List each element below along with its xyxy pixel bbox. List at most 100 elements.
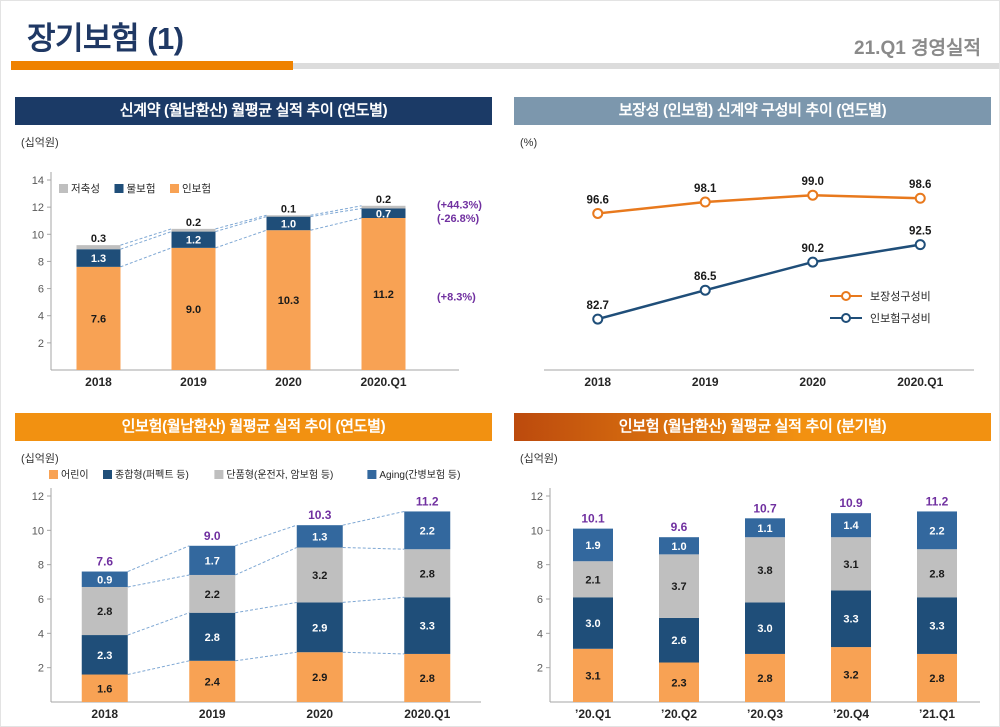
x-axis-label: 2019	[199, 707, 226, 721]
composition-line-chart: 96.6 98.1 99.0 98.6 82.7 86.5 90.2 92.5 2018 2019…	[544, 176, 974, 389]
chart-label: 2	[38, 338, 44, 350]
legend-label: 어린이	[61, 469, 89, 481]
bar-segment	[76, 249, 121, 267]
bar-segment	[189, 612, 236, 661]
chart-line	[215, 216, 267, 233]
legend-label: 저축성	[71, 183, 100, 195]
segment-value-label: 2.2	[205, 589, 220, 601]
chart-line	[342, 547, 405, 550]
legend-label: 인보험	[182, 183, 211, 195]
bar-segment	[189, 574, 236, 613]
bar-segment	[404, 597, 451, 654]
total-value-label: 7.6	[96, 555, 113, 569]
growth-annotation: (+44.3%)	[437, 199, 482, 211]
chart-line	[120, 228, 172, 246]
chart-label: 2	[537, 663, 543, 675]
segment-value-label: 0.7	[376, 208, 391, 220]
x-axis-label: 2020	[799, 375, 826, 389]
chart-title: 인보험 (월납환산) 월평균 실적 추이 (분기별)	[514, 413, 991, 441]
segment-value-label: 2.8	[757, 673, 772, 685]
x-axis-label: ’21.Q1	[919, 707, 955, 721]
bar-segment	[745, 602, 785, 654]
segment-value-label: 2.8	[420, 568, 435, 580]
chart-label: 12	[32, 202, 44, 214]
total-value-label: 10.3	[308, 508, 332, 522]
chart-label: 6	[38, 284, 44, 296]
segment-value-label: 2.8	[97, 606, 112, 618]
total-value-label: 10.9	[839, 496, 863, 510]
chart-label: 6	[537, 594, 543, 606]
chart-label: 12	[32, 491, 44, 503]
bar-segment	[659, 537, 699, 555]
x-axis-label: 2020.Q1	[404, 707, 450, 721]
x-axis-label: 2020.Q1	[360, 375, 406, 389]
chart-label: 4	[537, 628, 543, 640]
bar-segment	[361, 208, 406, 218]
bar-segment	[659, 617, 699, 663]
bar-segment	[266, 216, 311, 231]
bar-segment	[404, 549, 451, 598]
point-value-label: 96.6	[587, 194, 609, 206]
x-axis-label: 2020	[275, 375, 302, 389]
bar-segment	[745, 518, 785, 538]
segment-value-label: 0.2	[186, 217, 201, 229]
panel-composition-trend: 보장성 (인보험) 신계약 구성비 추이 (연도별) (%) 96.6 98.1 9…	[514, 97, 991, 390]
segment-value-label: 3.2	[312, 570, 327, 582]
bar-segment	[917, 597, 957, 654]
chart-label: 8	[38, 560, 44, 572]
legend-label: 보장성구성비	[870, 290, 931, 303]
x-axis-label: ’20.Q2	[661, 707, 697, 721]
bar-segment	[81, 586, 128, 636]
segment-value-label: 1.6	[97, 683, 112, 695]
bar-segment	[266, 230, 311, 370]
segment-value-label: 0.3	[91, 233, 106, 245]
bar-segment	[573, 597, 613, 649]
chart-line	[342, 596, 405, 603]
chart-line	[342, 510, 405, 526]
bar-segment	[361, 218, 406, 370]
chart-line	[235, 547, 297, 576]
point-value-label: 98.6	[909, 179, 931, 191]
divider-orange-segment	[11, 61, 293, 70]
segment-value-label: 2.8	[420, 673, 435, 685]
segment-value-label: 3.1	[843, 559, 858, 571]
segment-value-label: 1.3	[91, 253, 106, 265]
x-axis-label: ’20.Q1	[575, 707, 611, 721]
point-value-label: 90.2	[802, 243, 824, 255]
chart-title: 인보험(월납환산) 월평균 실적 추이 (연도별)	[15, 413, 492, 441]
total-value-label: 10.7	[753, 501, 777, 515]
data-point	[699, 284, 711, 296]
chart-line	[120, 247, 172, 268]
chart-line	[235, 651, 297, 662]
bar-segment	[296, 547, 343, 603]
segment-value-label: 7.6	[91, 313, 106, 325]
legend-label: Aging(간병보험 등)	[379, 469, 460, 481]
new-contracts-stacked-bar-chart: 2 4 6 8 10 12 14 7.6 9.0 10.3 11.2 1.3 1.2 1.0 0.7 0.3 0…	[32, 172, 482, 389]
segment-value-label: 3.2	[843, 670, 858, 682]
data-point	[592, 207, 604, 219]
bar-segment	[745, 653, 785, 702]
page-title: 장기보험 (1)	[27, 21, 184, 56]
chart-title: 신계약 (월납환산) 월평균 실적 추이 (연도별)	[15, 97, 492, 125]
data-point	[914, 192, 926, 204]
chart-line	[342, 651, 405, 655]
total-value-label: 9.0	[204, 529, 221, 543]
chart-label: 2	[38, 663, 44, 675]
segment-value-label: 1.2	[186, 235, 201, 247]
data-point	[699, 196, 711, 208]
bar-segment	[296, 525, 343, 548]
segment-value-label: 1.7	[205, 555, 220, 567]
legend-swatch	[103, 470, 112, 479]
point-value-label: 99.0	[802, 176, 824, 188]
bar-segment	[573, 648, 613, 702]
bar-segment	[573, 528, 613, 562]
legend-swatch	[214, 470, 224, 479]
legend-marker	[841, 313, 851, 323]
point-value-label: 86.5	[694, 271, 717, 283]
x-axis-label: ’20.Q4	[833, 707, 869, 721]
legend-label: 인보험구성비	[870, 312, 931, 325]
segment-value-label: 3.3	[929, 621, 944, 633]
bar-segment	[171, 247, 216, 370]
bar-segment	[917, 549, 957, 598]
chart-line	[215, 229, 267, 249]
